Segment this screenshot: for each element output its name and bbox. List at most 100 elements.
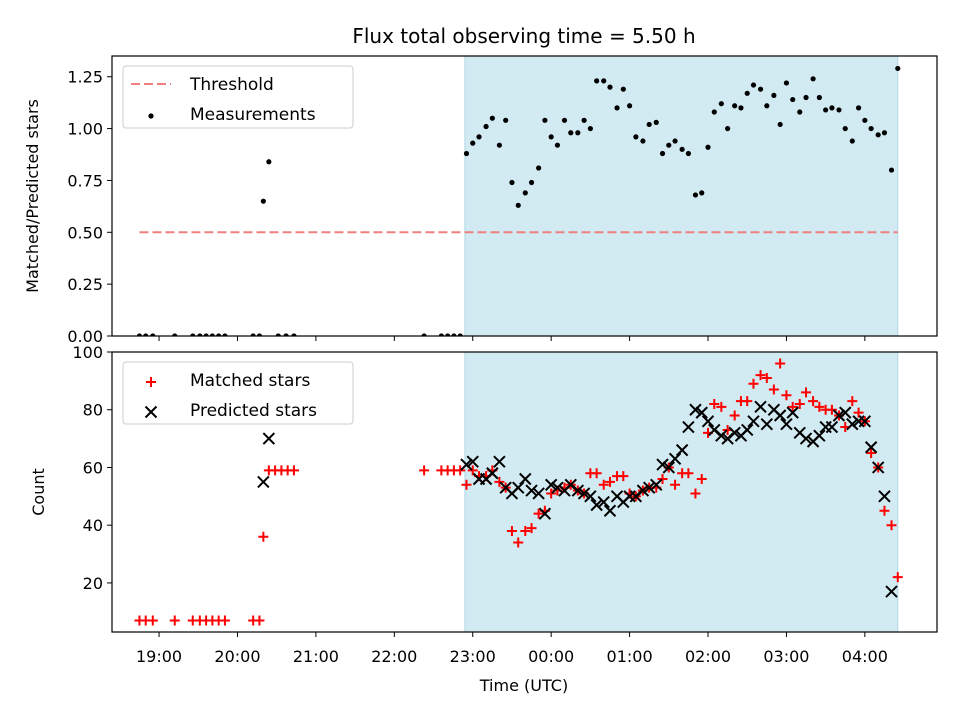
data-point — [513, 537, 524, 548]
data-point — [561, 117, 568, 123]
data-point — [548, 134, 554, 140]
data-point — [150, 333, 156, 336]
data-point — [581, 117, 587, 123]
data-point — [760, 417, 774, 431]
data-point — [832, 409, 846, 422]
data-point — [172, 333, 178, 336]
data-point — [842, 125, 848, 132]
data-point — [542, 117, 548, 123]
data-point — [879, 505, 890, 516]
data-point — [584, 490, 597, 503]
data-point — [659, 150, 666, 157]
data-point — [503, 117, 509, 123]
y-tick-label: 0.25 — [67, 275, 103, 294]
data-point — [656, 458, 669, 471]
data-point — [136, 333, 143, 336]
data-point — [571, 484, 585, 497]
data-point — [692, 192, 699, 198]
data-point — [729, 410, 740, 421]
data-point — [757, 86, 764, 92]
data-point — [633, 134, 639, 140]
data-point — [849, 138, 855, 144]
data-point — [463, 150, 470, 157]
data-point — [825, 420, 839, 434]
data-point — [451, 333, 457, 336]
bottom-y-axis-label: Count — [29, 468, 48, 516]
data-point — [875, 132, 881, 138]
bottom-axes-frame — [111, 351, 938, 633]
data-point — [522, 190, 528, 196]
x-tick-label: 02:00 — [685, 647, 731, 666]
legend-label: Threshold — [189, 75, 274, 95]
data-point — [662, 461, 676, 474]
data-point — [768, 384, 779, 395]
data-point — [222, 333, 228, 336]
legend-label: Measurements — [190, 105, 316, 125]
data-point — [536, 165, 542, 171]
data-point — [864, 441, 878, 454]
data-point — [445, 333, 451, 336]
data-point — [728, 426, 741, 440]
count-panel: 20 40 60 80 100 19:00 20:00 21:00 22:00 23:00 00:0… — [72, 343, 938, 666]
data-point — [143, 333, 149, 336]
top-legend: Threshold Measurements — [122, 65, 354, 129]
data-point — [836, 107, 842, 113]
data-point — [657, 474, 668, 485]
y-tick-label: 40 — [83, 516, 103, 535]
data-point — [888, 167, 895, 173]
data-point — [781, 390, 792, 401]
data-point — [771, 92, 777, 99]
data-point — [467, 465, 478, 476]
data-point — [544, 478, 558, 491]
data-point — [607, 84, 613, 90]
data-point — [603, 504, 617, 517]
data-point — [797, 109, 803, 115]
data-point — [871, 461, 885, 474]
top-plot-area — [136, 65, 901, 336]
data-point — [775, 358, 786, 369]
data-point — [750, 82, 757, 88]
data-point — [705, 144, 711, 150]
data-point — [866, 448, 877, 459]
data-point — [614, 105, 620, 111]
data-point — [783, 80, 790, 86]
data-point — [256, 333, 263, 336]
data-point — [732, 103, 738, 109]
y-tick-label: 100 — [72, 343, 103, 362]
data-point — [590, 498, 603, 512]
data-point — [457, 333, 463, 336]
data-point — [636, 484, 650, 497]
data-point — [653, 119, 659, 125]
x-tick-label: 22:00 — [371, 647, 417, 666]
y-tick-label: 1.00 — [67, 120, 103, 139]
data-point — [438, 333, 444, 336]
y-tick-label: 0.75 — [67, 171, 103, 190]
data-point — [496, 142, 503, 148]
data-point — [551, 481, 564, 494]
data-point — [885, 585, 898, 598]
data-point — [786, 406, 799, 419]
data-point — [855, 105, 862, 111]
data-point — [554, 142, 561, 148]
data-point — [257, 475, 270, 489]
x-tick-label: 21:00 — [293, 647, 339, 666]
data-point — [886, 520, 897, 531]
y-tick-label: 0.00 — [67, 327, 103, 346]
data-point — [476, 134, 482, 140]
data-point — [701, 415, 715, 428]
data-point — [787, 401, 798, 412]
data-point — [668, 452, 682, 466]
legend-box — [122, 65, 354, 129]
data-point — [526, 523, 537, 534]
x-tick-label: 03:00 — [763, 647, 809, 666]
data-point — [646, 121, 652, 128]
data-point — [748, 378, 759, 389]
data-point — [711, 109, 717, 115]
data-point — [577, 487, 591, 500]
data-point — [597, 495, 610, 509]
top-axes-frame — [111, 55, 938, 337]
data-point — [260, 198, 266, 204]
data-point — [808, 396, 819, 407]
data-point — [419, 465, 430, 476]
